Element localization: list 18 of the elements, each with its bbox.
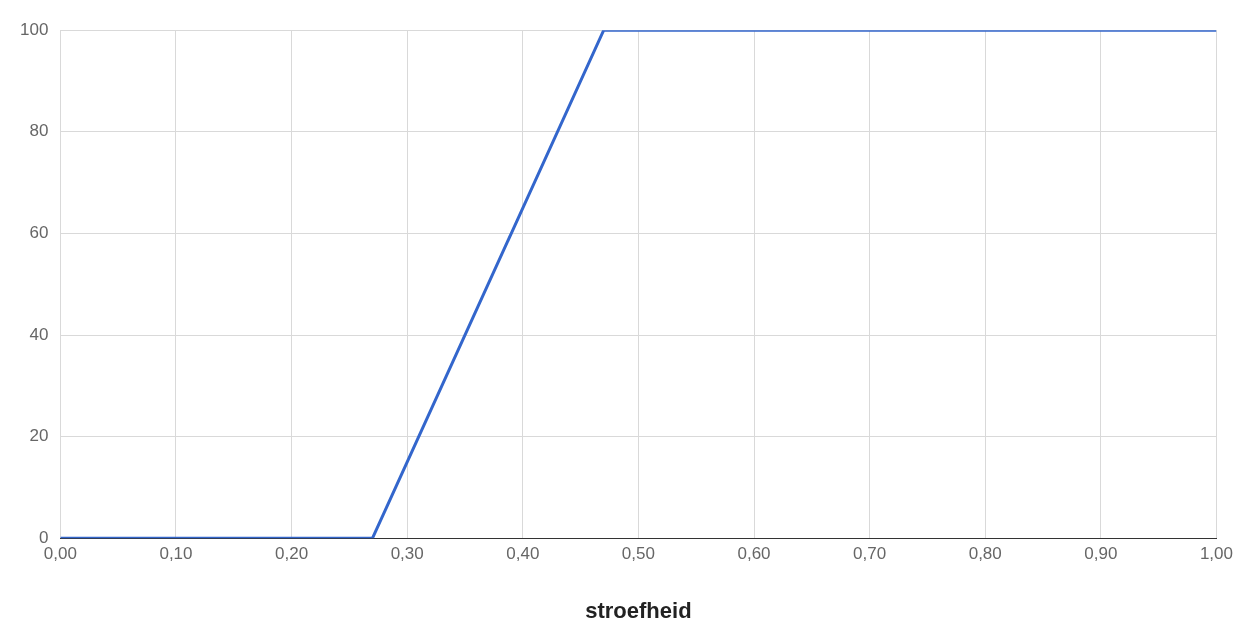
x-tick-label: 0,60	[737, 544, 771, 564]
x-tick-label: 0,40	[506, 544, 540, 564]
x-tick-label: 1,00	[1199, 544, 1233, 564]
x-tick-label: 0,00	[43, 544, 77, 564]
y-tick-label: 0	[38, 527, 49, 547]
x-tick-label: 0,90	[1084, 544, 1118, 564]
y-tick-label: 100	[19, 19, 49, 39]
x-tick-label: 0,50	[621, 544, 655, 564]
y-tick-label: 40	[29, 324, 49, 344]
y-tick-label: 80	[29, 121, 49, 141]
x-tick-label: 0,70	[853, 544, 887, 564]
x-tick-label: 0,20	[275, 544, 309, 564]
y-tick-label: 60	[29, 223, 49, 243]
y-tick-label: 20	[29, 426, 49, 446]
x-axis-title: stroefheid	[585, 597, 692, 623]
x-tick-label: 0,10	[159, 544, 193, 564]
x-tick-label: 0,30	[390, 544, 424, 564]
x-tick-label: 0,80	[968, 544, 1002, 564]
